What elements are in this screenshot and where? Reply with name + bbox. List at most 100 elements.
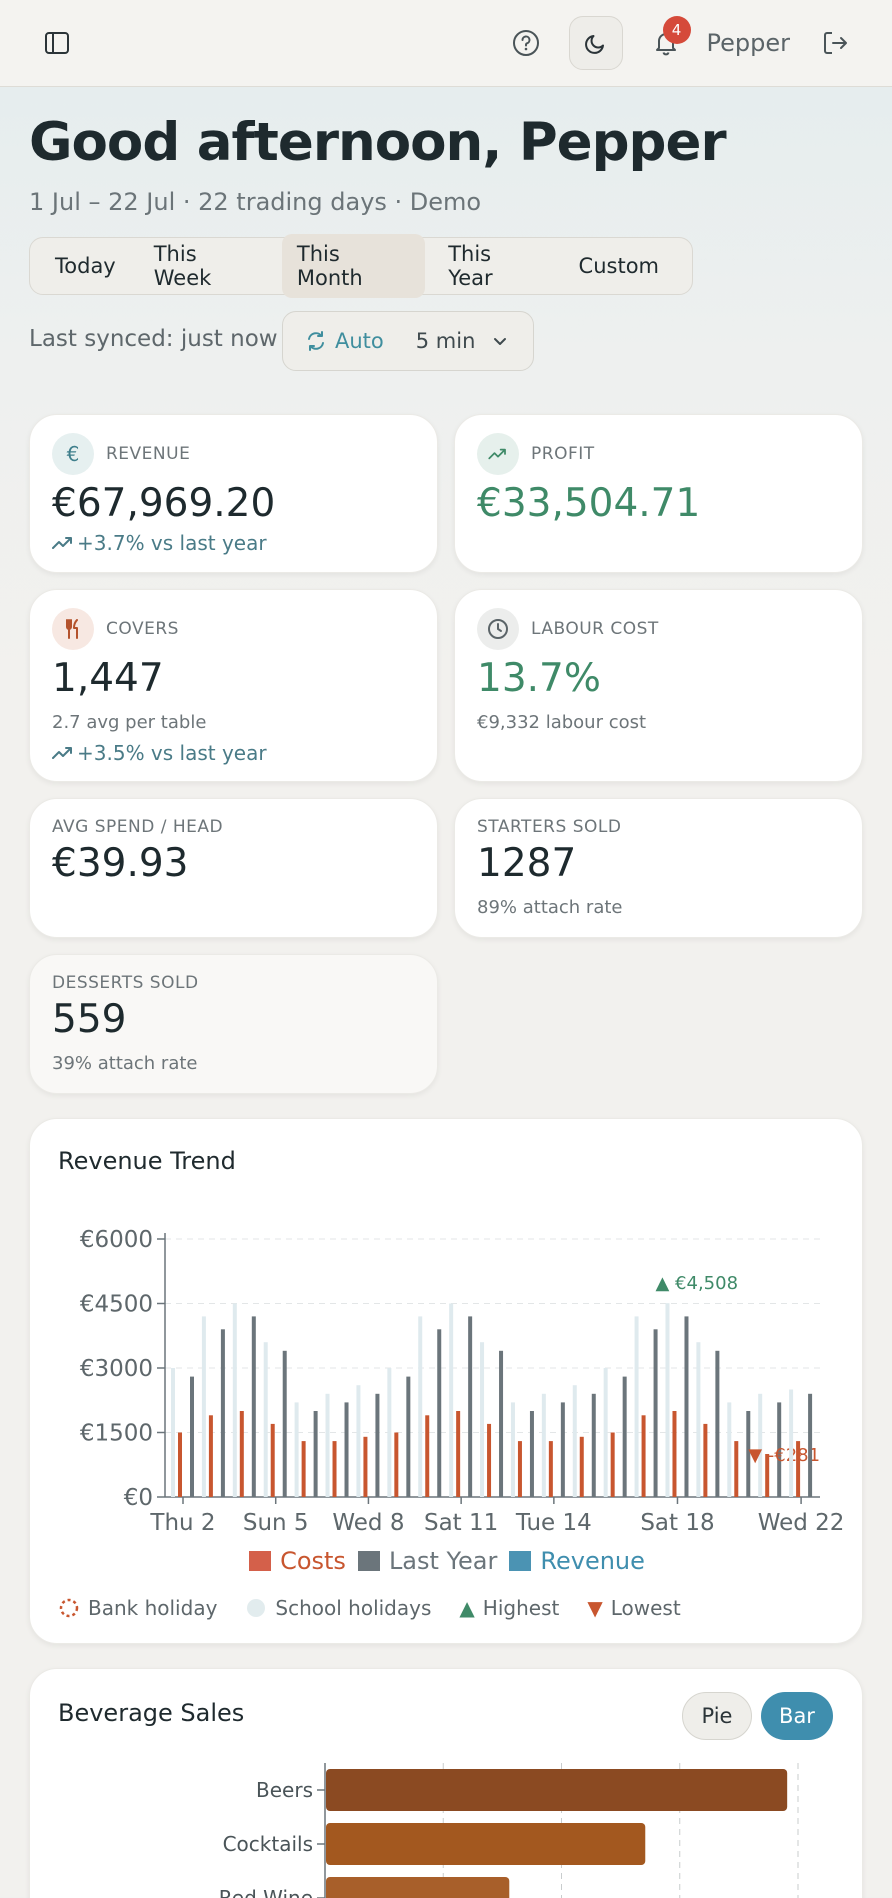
beverage-sales-chart: Beers Cocktails Red Wine (219, 1763, 799, 1898)
bar-costs (456, 1411, 461, 1497)
logout-icon[interactable] (808, 16, 862, 70)
key-lowest: ▼ Lowest (587, 1596, 681, 1620)
highest-annotation: ▲ €4,508 (655, 1273, 738, 1294)
school-holiday-icon (247, 1599, 266, 1617)
bar-costs (394, 1432, 399, 1497)
period-this-month[interactable]: This Month (281, 234, 426, 298)
bar-revenue (201, 1316, 206, 1497)
kpi-card-profit: PROFIT €33,504.71 (454, 414, 863, 573)
bar-revenue (480, 1342, 485, 1497)
legend-item-costs[interactable]: Costs (249, 1547, 346, 1575)
x-tick-label: Wed 8 (332, 1510, 404, 1536)
sidebar-toggle-icon[interactable] (30, 16, 84, 70)
kpi-label: PROFIT (531, 444, 595, 464)
bar-costs (765, 1454, 770, 1497)
bar-last-year (282, 1350, 287, 1497)
kpi-sub: 2.7 avg per table (52, 712, 207, 733)
clock-icon (477, 608, 519, 650)
bar-toggle-button[interactable]: Bar (761, 1692, 833, 1740)
bar-last-year (499, 1350, 504, 1497)
bank-holiday-icon (59, 1598, 79, 1618)
bar-revenue (634, 1316, 639, 1497)
notifications-button[interactable]: 4 (639, 16, 693, 70)
kpi-trend: +3.5% vs last year (77, 741, 267, 765)
legend-item-revenue[interactable]: Revenue (509, 1547, 645, 1575)
kpi-card-desserts: DESSERTS SOLD 559 39% attach rate (29, 954, 438, 1094)
bar-last-year (746, 1411, 751, 1497)
auto-refresh-mode: Auto (335, 329, 384, 353)
revenue-trend-chart: €0 €1500 €3000 €4500 €6000 ▲ €4,508 ▼ -€281 Thu… (80, 1227, 845, 1536)
y-tick-label: €6000 (80, 1227, 153, 1253)
x-tick-label: Sat 11 (424, 1510, 498, 1536)
page-title: Good afternoon, Pepper (29, 112, 727, 173)
chart-title: Revenue Trend (58, 1147, 236, 1175)
bar-costs (425, 1415, 430, 1497)
bar-costs (641, 1415, 646, 1497)
period-custom[interactable]: Custom (578, 254, 659, 278)
x-tick-label: Sun 5 (243, 1510, 309, 1536)
top-bar: 4 Pepper (0, 0, 892, 87)
x-tick-label: Thu 2 (149, 1510, 215, 1536)
bar-costs (734, 1441, 739, 1497)
kpi-value: 13.7% (477, 656, 601, 701)
moon-icon (584, 35, 604, 54)
kpi-sub: €9,332 labour cost (477, 712, 647, 733)
kpi-card-avg-spend: AVG SPEND / HEAD €39.93 (29, 798, 438, 938)
bar-costs (796, 1441, 801, 1497)
bar-revenue (665, 1303, 670, 1497)
bar-costs (548, 1441, 553, 1497)
auto-refresh-select[interactable]: Auto 5 min (282, 311, 534, 371)
legend-item-last-year[interactable]: Last Year (357, 1547, 497, 1575)
bar-last-year (560, 1402, 565, 1497)
bar-revenue (263, 1342, 268, 1497)
triangle-down-icon: ▼ (587, 1596, 603, 1620)
period-today[interactable]: Today (55, 254, 116, 278)
username: Pepper (706, 29, 790, 57)
bar-costs (332, 1441, 337, 1497)
kpi-label: AVG SPEND / HEAD (52, 817, 224, 837)
bar-last-year (808, 1393, 813, 1497)
bar-last-year (468, 1316, 473, 1497)
bar-red-wine (326, 1877, 510, 1898)
kpi-sub: 89% attach rate (477, 897, 623, 918)
kpi-trend: +3.7% vs last year (77, 531, 267, 555)
pie-toggle-button[interactable]: Pie (682, 1692, 752, 1740)
triangle-up-icon: ▲ (459, 1596, 475, 1620)
kpi-label: LABOUR COST (531, 619, 659, 639)
help-icon[interactable] (499, 16, 553, 70)
bar-costs (487, 1423, 492, 1497)
period-this-week[interactable]: This Week (153, 242, 212, 290)
bar-last-year (591, 1393, 596, 1497)
x-tick-label: Sat 18 (640, 1510, 714, 1536)
bar-costs (610, 1432, 615, 1497)
key-school-holidays: School holidays (245, 1596, 431, 1620)
chart-legend: Costs Last Year Revenue (30, 1547, 864, 1575)
y-tick-label: €0 (124, 1485, 153, 1511)
bar-cocktails (326, 1823, 646, 1865)
bar-revenue (696, 1342, 701, 1497)
bar-revenue (232, 1303, 237, 1497)
bar-revenue (541, 1393, 546, 1497)
key-highest: ▲ Highest (459, 1596, 560, 1620)
kpi-label: REVENUE (106, 444, 191, 464)
kpi-value: €39.93 (52, 841, 189, 886)
revenue-trend-card: Revenue Trend €0 €1500 €3000 €4500 €6000 ▲ €4… (29, 1118, 863, 1644)
bar-costs (270, 1423, 275, 1497)
kpi-label: DESSERTS SOLD (52, 973, 199, 993)
sync-status: Last synced: just now (29, 326, 278, 352)
bar-last-year (622, 1376, 627, 1497)
bar-last-year (313, 1411, 318, 1497)
bar-revenue (356, 1385, 361, 1497)
bar-revenue (418, 1316, 423, 1497)
x-tick-label: Tue 14 (515, 1510, 592, 1536)
chart-key: Bank holiday School holidays ▲ Highest ▼… (58, 1596, 709, 1620)
period-this-year[interactable]: This Year (448, 242, 493, 290)
trending-up-icon (52, 537, 72, 549)
category-label: Beers (256, 1778, 313, 1802)
bar-last-year (220, 1329, 225, 1497)
bar-revenue (325, 1393, 330, 1497)
bar-revenue (758, 1393, 763, 1497)
dark-mode-toggle[interactable] (568, 16, 623, 70)
bar-revenue (789, 1389, 794, 1497)
y-tick-label: €1500 (80, 1421, 153, 1447)
